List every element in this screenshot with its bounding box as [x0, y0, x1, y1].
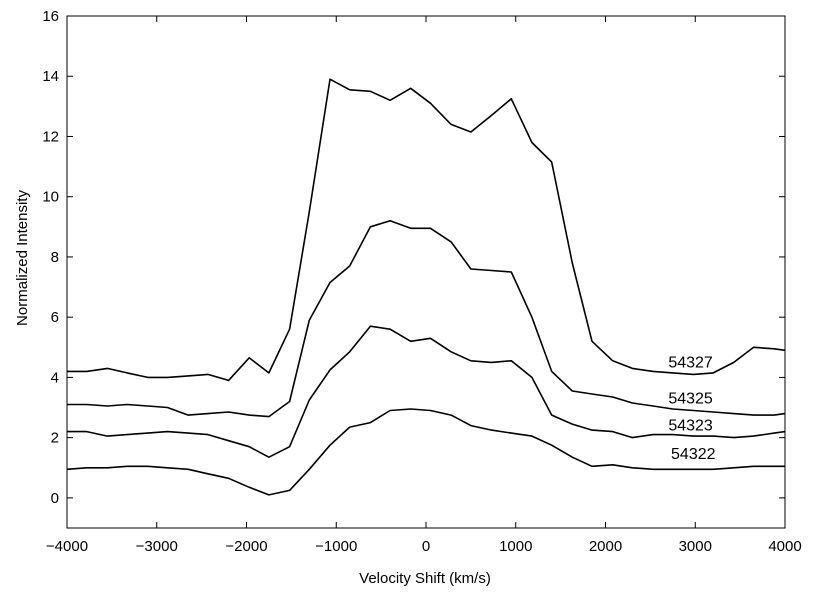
series-label-54322: 54322	[671, 446, 716, 463]
y-tick-label: 6	[51, 309, 59, 326]
series-line-54322	[66, 408, 785, 496]
series-line-54325	[67, 220, 786, 418]
series-label-54325: 54325	[668, 390, 713, 407]
x-tick-label: 4000	[768, 538, 801, 555]
series-label-54327: 54327	[668, 354, 713, 371]
x-tick-label: 1000	[499, 538, 532, 555]
y-tick-label: 14	[42, 68, 59, 85]
axes-ticks: −4000 −3000 −2000 −1000 0 1000 2000 3000 4000 0 2 4…	[42, 8, 801, 555]
x-axis-title: Velocity Shift (km/s)	[359, 570, 491, 587]
x-tick-label: 3000	[679, 538, 712, 555]
y-tick-label: 0	[51, 490, 59, 507]
x-tick-label: 2000	[589, 538, 622, 555]
x-tick-label: −4000	[46, 538, 88, 555]
y-tick-label: 10	[42, 189, 59, 206]
y-tick-label: 8	[51, 249, 59, 266]
x-tick-label: 0	[422, 538, 430, 555]
series-labels: 54327 54325 54323 54322	[668, 354, 715, 463]
series-line-54323	[67, 325, 786, 459]
series-line-54327	[67, 78, 786, 382]
y-tick-label: 4	[51, 369, 59, 386]
x-tick-label: −1000	[315, 538, 357, 555]
y-tick-label: 12	[42, 128, 59, 145]
series-label-54323: 54323	[668, 418, 713, 435]
series-group	[66, 78, 786, 496]
x-tick-label: −2000	[225, 538, 267, 555]
y-tick-label: 2	[51, 430, 59, 447]
x-tick-label: −3000	[136, 538, 178, 555]
y-axis-title: Normalized Intensity	[14, 190, 31, 326]
y-tick-label: 16	[42, 8, 59, 25]
